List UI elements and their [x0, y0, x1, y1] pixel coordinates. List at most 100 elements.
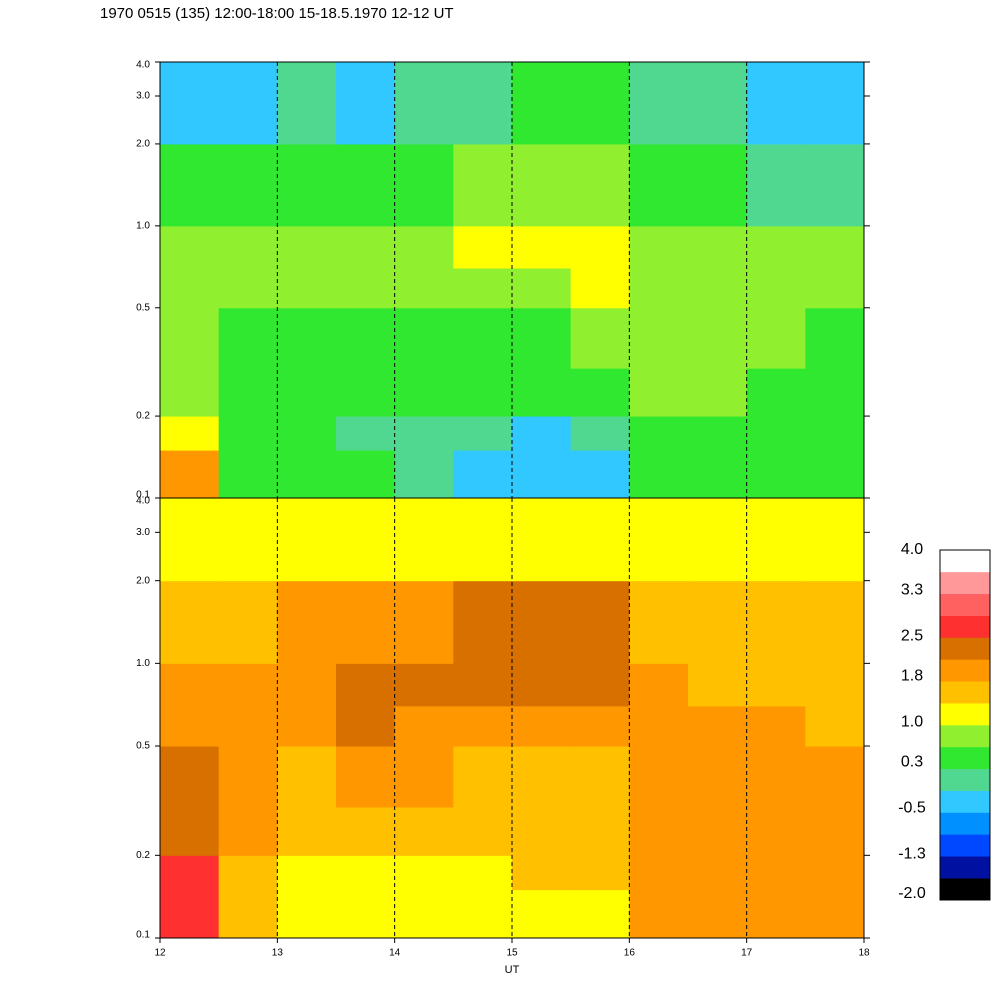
x-tick-label: 17: [741, 948, 753, 959]
heat-cell: [218, 268, 278, 309]
heat-cell: [688, 368, 748, 417]
colorbar-swatch: [940, 681, 990, 704]
heat-cell: [453, 580, 513, 664]
heat-cell: [453, 143, 513, 227]
y-tick-label: 0.2: [136, 411, 150, 422]
heat-cell: [336, 746, 396, 808]
heat-cell: [746, 307, 806, 369]
heat-cell: [160, 746, 220, 808]
heat-cell: [746, 855, 806, 891]
heat-cell: [746, 268, 806, 309]
heat-cell: [160, 889, 220, 939]
heat-cell: [629, 368, 689, 417]
heat-cell: [805, 855, 865, 891]
x-tick-label: 13: [272, 948, 284, 959]
heat-cell: [512, 225, 572, 269]
heat-cell: [453, 368, 513, 417]
heat-cell: [805, 580, 865, 664]
heat-cell: [688, 268, 748, 309]
heat-cell: [453, 498, 513, 582]
colorbar-swatch: [940, 550, 990, 573]
heat-cell: [512, 746, 572, 808]
heat-cell: [277, 268, 337, 309]
colorbar-swatch: [940, 593, 990, 616]
heat-cell: [453, 855, 513, 891]
heat-cell: [336, 143, 396, 227]
y-tick-label: 3.0: [136, 527, 150, 538]
heat-cell: [336, 663, 396, 707]
colorbar-swatch: [940, 637, 990, 660]
heat-cell: [512, 498, 572, 582]
heat-cell: [394, 889, 454, 939]
heat-cell: [629, 806, 689, 856]
heat-cell: [160, 368, 220, 417]
heat-cell: [805, 663, 865, 707]
heat-cell: [160, 806, 220, 856]
heat-cell: [336, 368, 396, 417]
y-tick-label: 2.0: [136, 139, 150, 150]
y-tick-label: 3.0: [136, 91, 150, 102]
heat-cell: [277, 855, 337, 891]
heat-cell: [805, 62, 865, 145]
heat-cell: [160, 450, 220, 499]
heat-cell: [512, 450, 572, 499]
colorbar-swatch: [940, 703, 990, 726]
colorbar-swatch: [940, 856, 990, 879]
heat-cell: [218, 580, 278, 664]
heat-cell: [160, 225, 220, 269]
heat-cell: [805, 368, 865, 417]
heat-cell: [453, 225, 513, 269]
heat-cell: [570, 225, 630, 269]
heat-cell: [277, 450, 337, 499]
y-tick-label: 0.5: [136, 302, 150, 313]
heat-cell: [746, 806, 806, 856]
y-tick-label: 1.0: [136, 220, 150, 231]
heat-cell: [453, 889, 513, 939]
heat-cell: [570, 705, 630, 747]
heat-cell: [336, 806, 396, 856]
heat-cell: [629, 746, 689, 808]
heat-cell: [746, 143, 806, 227]
heat-cell: [394, 143, 454, 227]
heat-cell: [629, 268, 689, 309]
heat-cell: [336, 498, 396, 582]
heat-cell: [394, 746, 454, 808]
colorbar-swatch: [940, 659, 990, 682]
heat-cell: [218, 663, 278, 707]
colorbar-label: 0.3: [901, 754, 923, 771]
heat-cell: [629, 498, 689, 582]
colorbar-label: 3.3: [901, 581, 923, 598]
heat-cell: [336, 580, 396, 664]
heat-cell: [570, 268, 630, 309]
heat-cell: [394, 268, 454, 309]
heat-cell: [277, 580, 337, 664]
heat-cell: [570, 663, 630, 707]
heat-cell: [570, 450, 630, 499]
heat-cell: [570, 580, 630, 664]
heat-cell: [688, 746, 748, 808]
heat-cell: [277, 368, 337, 417]
heat-cell: [629, 705, 689, 747]
heat-cell: [160, 498, 220, 582]
heat-cell: [688, 705, 748, 747]
colorbar-frame: [939, 549, 991, 901]
heat-cell: [394, 416, 454, 451]
heat-cell: [570, 855, 630, 891]
heat-cell: [160, 705, 220, 747]
heat-cell: [629, 580, 689, 664]
heat-cell: [805, 225, 865, 269]
heat-cell: [277, 663, 337, 707]
heat-cell: [453, 62, 513, 145]
colorbar-label: 2.5: [901, 627, 923, 644]
heat-cell: [218, 450, 278, 499]
heat-cell: [629, 143, 689, 227]
heat-cell: [277, 62, 337, 145]
x-tick-label: 15: [506, 948, 518, 959]
heat-cell: [746, 450, 806, 499]
heat-cell: [570, 143, 630, 227]
y-tick-label: 4.0: [136, 60, 150, 71]
heat-cell: [688, 806, 748, 856]
colorbar-label: 1.0: [901, 713, 923, 730]
heat-cell: [805, 143, 865, 227]
